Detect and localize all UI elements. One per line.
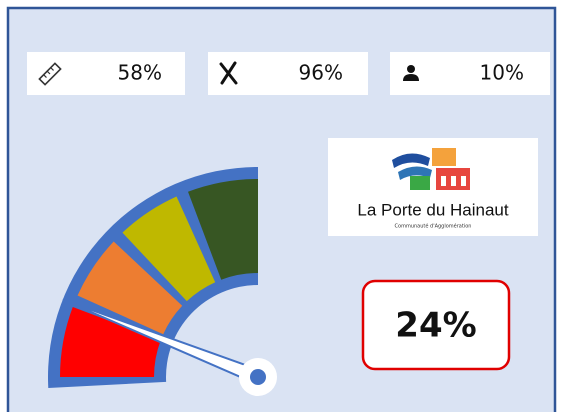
stat-box xyxy=(27,52,185,95)
gauge-label: 24% xyxy=(395,306,476,346)
gauge-band xyxy=(188,179,258,280)
tools-icon xyxy=(219,61,238,85)
value-box xyxy=(361,279,511,371)
gauge-band xyxy=(77,241,183,335)
gauge-band xyxy=(60,307,161,377)
stat-box xyxy=(390,52,550,95)
gauge xyxy=(47,167,277,396)
needle-dot xyxy=(250,369,266,385)
gauge-band xyxy=(122,196,216,302)
logo-subtitle: Communauté d'Agglomération xyxy=(395,223,472,230)
logo-graphic xyxy=(392,148,470,190)
person-icon xyxy=(403,65,419,81)
stat-value: 58% xyxy=(118,61,162,85)
stat-value: 10% xyxy=(480,61,524,85)
stat-box xyxy=(208,52,368,95)
stat-value: 96% xyxy=(299,61,343,85)
logo-name: La Porte du Hainaut xyxy=(357,200,508,219)
ruler-icon xyxy=(38,62,62,86)
